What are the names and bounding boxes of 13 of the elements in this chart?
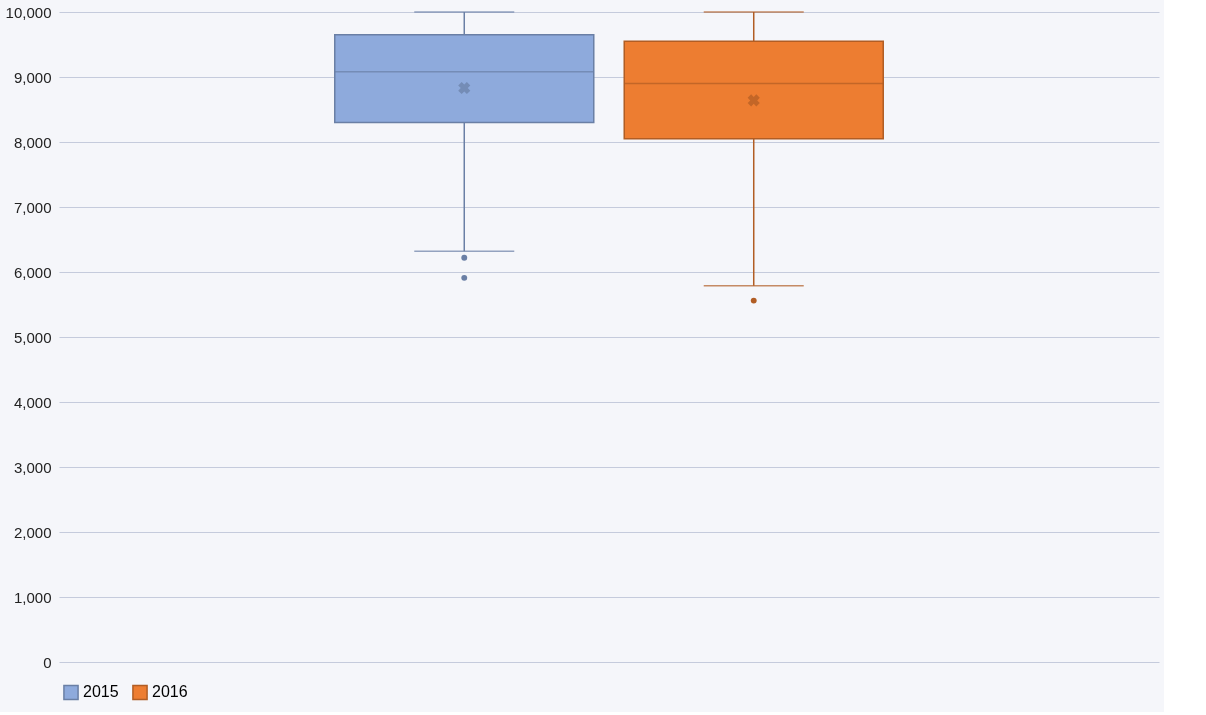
legend-label: 2015 [83, 683, 119, 701]
y-tick-label: 5,000 [13, 328, 52, 346]
y-tick-label: 2,000 [13, 523, 52, 541]
legend-label: 2016 [152, 683, 188, 701]
y-tick-label: 1,000 [13, 588, 52, 606]
y-tick-label: 6,000 [13, 263, 52, 281]
y-tick-label: 4,000 [13, 393, 52, 411]
y-tick-label: 0 [43, 653, 52, 671]
y-tick-label: 10,000 [5, 3, 52, 21]
y-tick-label: 7,000 [13, 198, 52, 216]
y-tick-label: 8,000 [13, 133, 52, 151]
y-tick-label: 3,000 [13, 458, 52, 476]
y-tick-label: 9,000 [13, 68, 52, 86]
